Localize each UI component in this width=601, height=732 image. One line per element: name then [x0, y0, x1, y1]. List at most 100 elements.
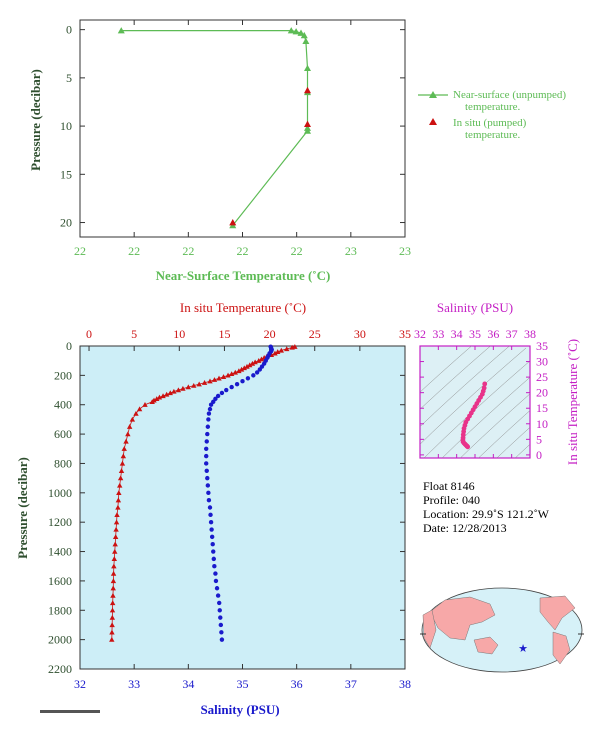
temperature-profile-point	[167, 390, 173, 396]
world-map: ★	[420, 587, 584, 673]
temperature-profile-point	[116, 490, 122, 495]
legend-label-unpumped-2: temperature.	[465, 101, 521, 113]
salinity-tick-label: 37	[345, 677, 357, 691]
temperature-profile-point	[111, 556, 118, 562]
pressure-tick-label: 1200	[48, 515, 72, 529]
ts-x-tick-label: 38	[524, 327, 536, 341]
near-surface-y-tick-label: 15	[60, 167, 72, 181]
pressure-tick-label: 600	[54, 427, 72, 441]
temperature-profile-point	[278, 347, 285, 353]
temperature-profile-point	[275, 349, 281, 355]
salinity-profile-point	[218, 615, 223, 620]
ts-x-tick-label: 35	[469, 327, 481, 341]
temperature-profile-point	[241, 365, 248, 371]
float-info: Float 8146 Profile: 040 Location: 29.9˚S…	[423, 479, 550, 535]
temperature-profile-point	[114, 512, 120, 518]
temperature-profile-point	[171, 388, 177, 394]
salinity-profile-point	[217, 600, 222, 606]
temperature-profile-point	[284, 346, 290, 352]
legend-label-pumped-2: temperature.	[465, 129, 521, 141]
pressure-axis-ticks: 0 200 400 600 800 1000 1200 1400 1600 1800 2000 220…	[48, 339, 405, 676]
salinity-profile-point	[214, 586, 220, 591]
salinity-tick-label: 32	[74, 677, 86, 691]
near-surface-plot-frame	[79, 19, 406, 238]
temperature-profile-point	[220, 374, 227, 379]
float-id: Float 8146	[423, 479, 475, 493]
pumped-temperature-point	[304, 86, 311, 94]
salinity-tick-label: 35	[237, 677, 249, 691]
salinity-profile-point	[204, 461, 209, 466]
salinity-profile-point	[208, 512, 213, 518]
ts-x-tick-label: 32	[414, 327, 426, 341]
salinity-profile-point	[211, 556, 216, 562]
temperature-profile-point	[112, 534, 119, 540]
temperature-profile-point	[109, 600, 116, 606]
float-location-star: ★	[518, 643, 528, 655]
ts-y-tick-label: 0	[536, 448, 542, 462]
ts-y-tick-label: 35	[536, 339, 548, 353]
temperature-profile-point	[109, 607, 116, 613]
temperature-profile-point	[136, 406, 143, 412]
temperature-profile-point	[236, 368, 242, 374]
salinity-profile-point	[204, 446, 209, 451]
salinity-profile-point	[209, 527, 214, 532]
profile-chart: 0 5 10 15 20 25 30 35 32 33 34 35 36 37 38 0 200 400 600…	[15, 300, 411, 717]
density-contour-line	[420, 346, 510, 427]
temperature-profile-point	[160, 393, 166, 399]
temperature-profile-point	[112, 548, 118, 554]
ts-y-tick-label: 30	[536, 355, 548, 369]
salinity-profile-point	[257, 367, 263, 372]
legend-label-unpumped: Near-surface (unpumped)	[453, 89, 566, 101]
temperature-profile-point	[191, 382, 197, 388]
temperature-tick-label: 20	[264, 327, 276, 341]
salinity-axis-ticks: 32 33 34 35 36 37 38	[74, 664, 411, 691]
salinity-profile-point	[213, 571, 218, 576]
temperature-profile-point	[112, 541, 118, 547]
ts-points	[460, 381, 488, 450]
near-surface-x-tick-label: 22	[74, 244, 86, 258]
profile-number: Profile: 040	[423, 493, 480, 507]
salinity-profile-point	[205, 475, 210, 481]
salinity-profile-point	[218, 622, 224, 628]
ts-y-tick-label: 15	[536, 401, 548, 415]
temperature-profile-point	[238, 366, 245, 372]
salinity-profile-point	[208, 519, 214, 525]
temperature-tick-label: 25	[309, 327, 321, 341]
temperature-tick-label: 10	[173, 327, 185, 341]
near-surface-x-tick-label: 23	[345, 244, 357, 258]
pressure-tick-label: 1600	[48, 574, 72, 588]
unpumped-temperature-point	[300, 31, 308, 39]
temperature-profile-point	[201, 380, 208, 385]
unpumped-temperature-point	[302, 37, 310, 45]
salinity-profile-point	[206, 497, 212, 503]
near-surface-x-tick-label: 22	[237, 244, 249, 258]
density-contour-line	[459, 393, 530, 458]
unpumped-temperature-point	[297, 29, 305, 36]
date: Date: 12/28/2013	[423, 521, 507, 535]
salinity-tick-label: 34	[182, 677, 194, 691]
pressure-tick-label: 2000	[48, 633, 72, 647]
near-surface-y-tick-label: 0	[66, 23, 72, 37]
salinity-profile-point	[208, 402, 214, 407]
temperature-profile-point	[225, 372, 231, 378]
ts-y-tick-label: 20	[536, 386, 548, 400]
near-surface-x-ticks: 22 22 22 22 22 23 23	[74, 20, 411, 258]
temperature-profile-point	[272, 350, 278, 356]
salinity-profile-point	[205, 424, 211, 429]
temperature-profile-point	[207, 378, 213, 384]
unpumped-temperature-point	[287, 27, 295, 34]
temperature-profile-point	[196, 381, 202, 387]
temperature-profile-point	[142, 402, 148, 407]
temperature-profile-point	[149, 399, 155, 404]
unpumped-temperature-point	[304, 64, 311, 72]
ts-x-tick-label: 33	[432, 327, 444, 341]
salinity-profile-point	[211, 549, 216, 554]
profile-series	[109, 344, 298, 642]
salinity-profile-point	[219, 630, 224, 635]
temperature-profile-point	[109, 622, 115, 628]
temperature-profile-point	[117, 482, 123, 488]
density-contour-line	[420, 346, 472, 393]
salinity-profile-point	[209, 534, 215, 540]
near-surface-x-tick-label: 23	[399, 244, 411, 258]
